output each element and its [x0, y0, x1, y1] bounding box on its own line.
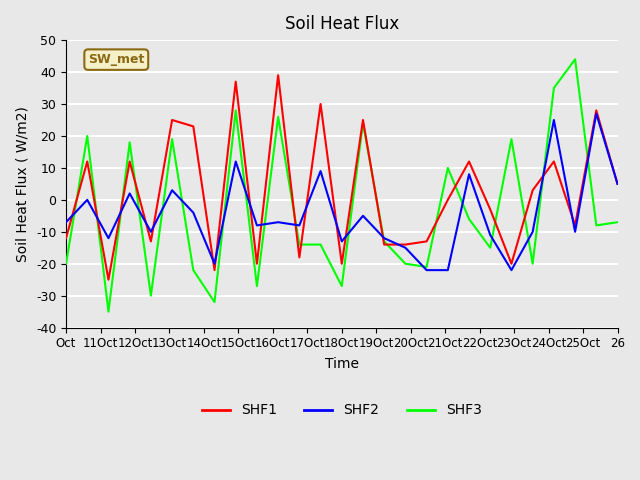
SHF1	[275, 72, 282, 78]
SHF3	[211, 299, 218, 305]
SHF1	[614, 181, 621, 187]
SHF2	[572, 229, 579, 235]
SHF1	[465, 158, 473, 164]
SHF3	[380, 239, 388, 244]
Legend: SHF1, SHF2, SHF3: SHF1, SHF2, SHF3	[196, 398, 487, 423]
SHF3	[593, 223, 600, 228]
SHF2	[168, 187, 176, 193]
Y-axis label: Soil Heat Flux ( W/m2): Soil Heat Flux ( W/m2)	[15, 106, 29, 262]
SHF3	[147, 293, 155, 299]
SHF3	[338, 283, 346, 289]
SHF1	[83, 158, 91, 164]
SHF3	[104, 309, 112, 314]
SHF2	[465, 171, 473, 177]
SHF2	[486, 232, 494, 238]
SHF1	[486, 206, 494, 212]
SHF3	[232, 108, 239, 113]
SHF2	[380, 235, 388, 241]
SHF1	[444, 197, 452, 203]
SHF3	[253, 283, 260, 289]
SHF3	[62, 261, 70, 266]
SHF2	[211, 261, 218, 266]
SHF3	[189, 267, 197, 273]
SHF2	[401, 245, 409, 251]
SHF2	[529, 229, 536, 235]
SHF2	[508, 267, 515, 273]
SHF3	[296, 242, 303, 248]
SHF2	[338, 239, 346, 244]
X-axis label: Time: Time	[324, 357, 359, 372]
SHF1	[189, 123, 197, 129]
SHF1	[211, 267, 218, 273]
SHF1	[380, 242, 388, 248]
SHF3	[126, 140, 134, 145]
SHF2	[189, 210, 197, 216]
Line: SHF2: SHF2	[66, 114, 618, 270]
SHF3	[275, 114, 282, 120]
SHF3	[401, 261, 409, 266]
SHF2	[126, 191, 134, 196]
SHF3	[508, 136, 515, 142]
SHF1	[508, 261, 515, 266]
SHF1	[232, 79, 239, 84]
SHF2	[317, 168, 324, 174]
Line: SHF3: SHF3	[66, 59, 618, 312]
SHF1	[62, 235, 70, 241]
SHF3	[550, 85, 557, 91]
SHF2	[423, 267, 431, 273]
SHF2	[444, 267, 452, 273]
SHF3	[359, 120, 367, 126]
SHF2	[614, 181, 621, 187]
SHF3	[486, 245, 494, 251]
SHF2	[593, 111, 600, 117]
SHF2	[275, 219, 282, 225]
Title: Soil Heat Flux: Soil Heat Flux	[285, 15, 399, 33]
SHF2	[83, 197, 91, 203]
SHF1	[359, 117, 367, 123]
SHF3	[317, 242, 324, 248]
SHF1	[338, 261, 346, 266]
SHF3	[444, 165, 452, 171]
SHF2	[147, 229, 155, 235]
SHF3	[529, 261, 536, 266]
SHF1	[550, 158, 557, 164]
SHF3	[572, 56, 579, 62]
SHF2	[232, 158, 239, 164]
SHF2	[359, 213, 367, 219]
SHF2	[550, 117, 557, 123]
SHF1	[296, 254, 303, 260]
Text: SW_met: SW_met	[88, 53, 145, 66]
SHF3	[465, 216, 473, 222]
SHF1	[104, 277, 112, 283]
SHF2	[62, 219, 70, 225]
SHF3	[423, 264, 431, 270]
SHF2	[104, 235, 112, 241]
SHF3	[614, 219, 621, 225]
SHF1	[168, 117, 176, 123]
SHF1	[593, 108, 600, 113]
SHF1	[317, 101, 324, 107]
SHF1	[529, 187, 536, 193]
SHF3	[83, 133, 91, 139]
SHF1	[253, 261, 260, 266]
Line: SHF1: SHF1	[66, 75, 618, 280]
SHF1	[423, 239, 431, 244]
SHF2	[296, 223, 303, 228]
SHF1	[126, 158, 134, 164]
SHF1	[147, 239, 155, 244]
SHF2	[253, 223, 260, 228]
SHF3	[168, 136, 176, 142]
SHF1	[572, 223, 579, 228]
SHF1	[401, 242, 409, 248]
